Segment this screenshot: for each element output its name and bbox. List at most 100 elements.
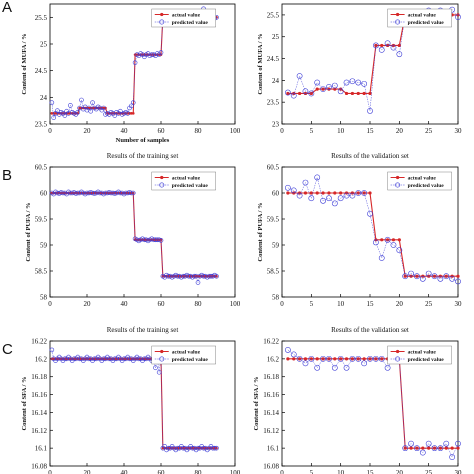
predicted-value-point [88, 108, 93, 114]
predicted-value-point [136, 356, 142, 362]
predicted-value-point [153, 237, 158, 243]
actual-value-point [286, 191, 290, 195]
legend-predicted-marker [395, 356, 401, 362]
y-tick-label: 59.5 [35, 216, 48, 224]
chart-a2: 0 5 10 15 20 25 30 23 23.5 24 24.5 25 25.5 Content of… [257, 3, 463, 135]
chart-c: Results of the training set 0 20 40 60 80 100 1… [21, 326, 241, 474]
y-tick-label: 24 [40, 94, 48, 102]
y-tick-label: 24 [272, 77, 280, 85]
x-tick-label: 40 [121, 127, 129, 135]
x-tick-label: 60 [158, 300, 166, 308]
predicted-value-point [192, 273, 197, 279]
legend-predicted-label: predicted value [408, 357, 445, 363]
x-tick-label: 15 [367, 127, 375, 135]
x-tick-label: 60 [158, 469, 166, 474]
x-axis-label: Number of samples [116, 137, 170, 144]
predicted-value-point [337, 355, 344, 362]
predicted-value-point [320, 355, 326, 362]
y-tick-label: 58 [40, 294, 48, 302]
predicted-value-point [378, 46, 385, 53]
predicted-value-point [384, 40, 391, 47]
predicted-value-point [414, 445, 420, 452]
predicted-value-point [86, 356, 92, 362]
x-tick-label: 30 [455, 127, 463, 135]
legend-predicted-label: predicted value [408, 20, 445, 26]
actual-value-point [131, 112, 135, 115]
predicted-value-point [396, 51, 403, 58]
predicted-value-point [206, 273, 212, 279]
predicted-value-point [355, 190, 362, 196]
plot-frame [49, 340, 236, 467]
predicted-value-point [290, 351, 297, 358]
legend-actual-marker [160, 175, 164, 180]
actual-value-point [333, 357, 337, 361]
actual-value-point [456, 446, 460, 450]
predicted-value-point [337, 195, 344, 202]
y-axis-label: Content of SFA / % [21, 376, 28, 430]
actual-value-point [315, 357, 319, 361]
predicted-value-point [390, 242, 397, 248]
predicted-value-point [320, 86, 326, 92]
actual-value-point [78, 106, 81, 110]
predicted-value-point [130, 190, 136, 196]
predicted-value-point [214, 445, 219, 451]
predicted-value-point [142, 356, 147, 362]
predicted-value-point [384, 236, 391, 243]
x-tick-label: 80 [195, 300, 203, 308]
predicted-value-point [349, 78, 356, 85]
y-tick-label: 16.14 [31, 409, 47, 417]
predicted-value-point [296, 192, 303, 199]
actual-value-series [287, 358, 458, 449]
actual-value-point [403, 274, 407, 278]
x-tick-label: 25 [425, 300, 433, 308]
predicted-value-point [355, 79, 362, 86]
chart-title: Results of the training set [107, 326, 179, 334]
predicted-value-point [71, 356, 77, 362]
predicted-value-point [314, 364, 321, 371]
actual-value-series [51, 16, 217, 114]
y-tick-label: 16.08 [31, 463, 47, 471]
predicted-value-series [287, 9, 459, 111]
legend-actual-marker [396, 175, 400, 180]
predicted-value-point [331, 364, 338, 371]
actual-value-point [333, 191, 337, 195]
predicted-value-point [384, 364, 391, 371]
y-tick-label: 58.5 [35, 268, 48, 276]
predicted-value-point [314, 174, 321, 181]
predicted-value-point [296, 355, 303, 362]
x-tick-label: 40 [121, 469, 129, 474]
predicted-value-point [367, 355, 373, 362]
actual-value-point [368, 191, 372, 195]
actual-value-point [303, 191, 308, 195]
actual-value-point [327, 357, 331, 361]
predicted-value-point [425, 270, 432, 277]
predicted-value-point [68, 103, 73, 108]
actual-value-point [391, 43, 396, 48]
predicted-value-point [343, 364, 350, 371]
predicted-value-point [378, 255, 385, 261]
actual-value-point [309, 91, 313, 96]
legend-actual-label: actual value [172, 350, 201, 356]
actual-value-point [344, 91, 349, 96]
x-tick-label: 20 [84, 469, 92, 474]
actual-value-point [315, 191, 319, 195]
predicted-value-point [367, 210, 373, 217]
predicted-value-point [355, 355, 362, 362]
panel-letter-b: B [2, 167, 12, 184]
actual-value-point [368, 91, 372, 96]
x-tick-label: 0 [48, 127, 52, 135]
predicted-value-point [290, 187, 297, 194]
legend-actual-label: actual value [408, 13, 437, 19]
predicted-value-point [92, 191, 97, 196]
actual-value-series [287, 192, 458, 277]
actual-value-point [444, 446, 448, 450]
actual-value-point [362, 91, 366, 96]
y-tick-label: 16.08 [263, 463, 279, 471]
legend-actual-marker [160, 349, 164, 354]
predicted-value-point [75, 109, 81, 115]
predicted-value-point [90, 190, 95, 196]
predicted-value-point [132, 60, 138, 65]
actual-value-point [327, 87, 331, 91]
